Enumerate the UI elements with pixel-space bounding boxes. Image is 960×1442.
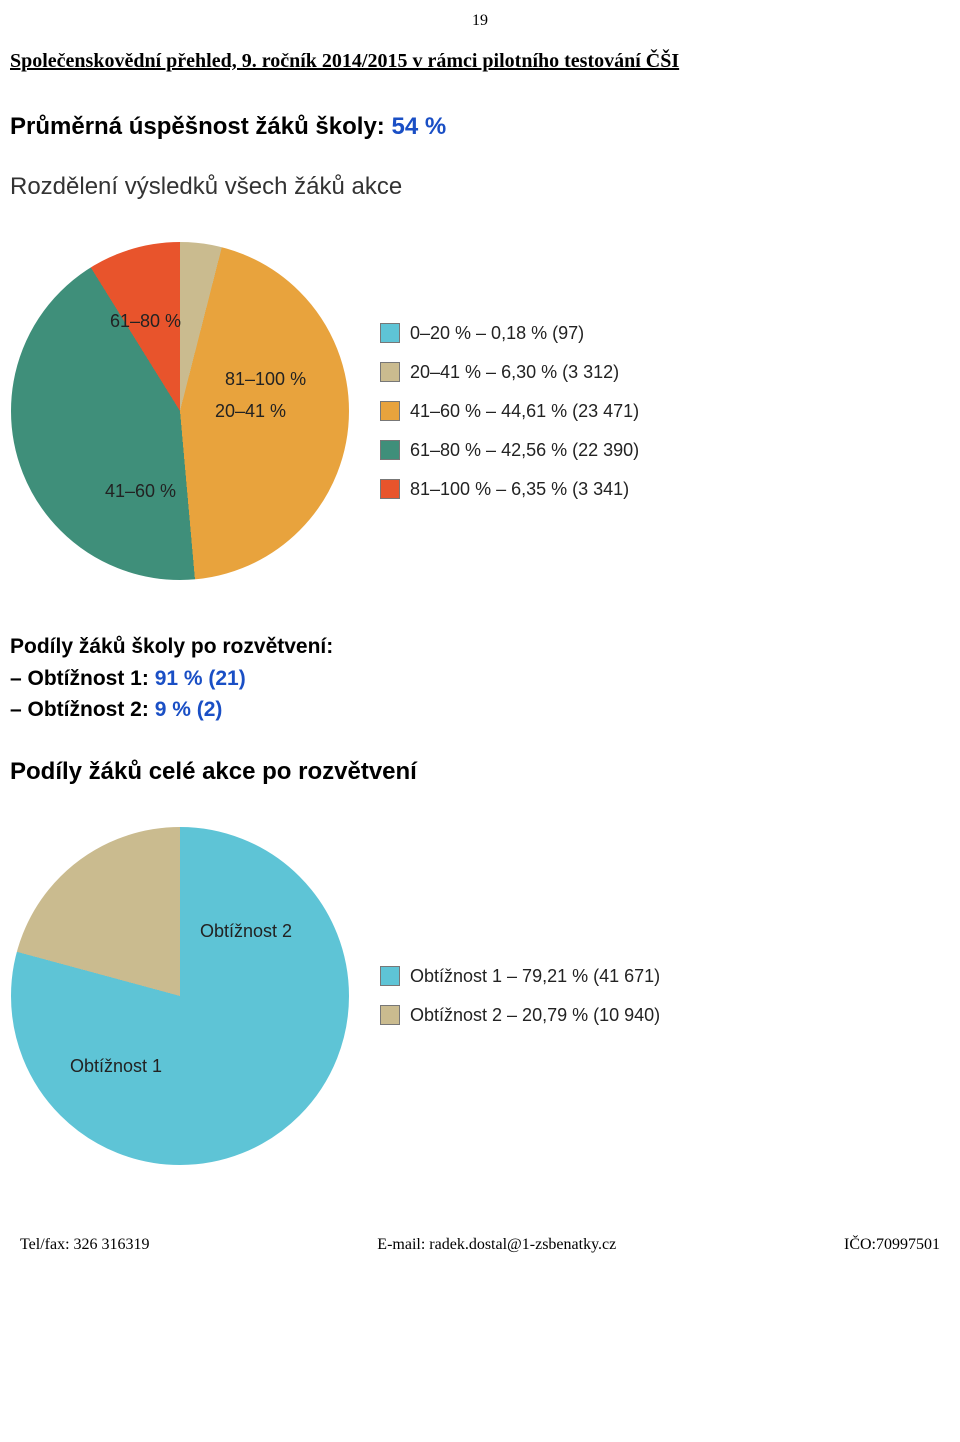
page-footer: Tel/fax: 326 316319 E-mail: radek.dostal… [0,1236,960,1254]
legend-swatch [380,401,400,421]
chart1-pie [10,241,350,581]
heading-distribution: Rozdělení výsledků všech žáků akce [10,173,960,201]
legend-swatch [380,323,400,343]
legend-label: 20–41 % – 6,30 % (3 312) [410,362,619,383]
chart2-pie [10,826,350,1166]
legend-item: 81–100 % – 6,35 % (3 341) [380,479,639,500]
legend-swatch [380,1005,400,1025]
pie-slice-label: Obtížnost 2 [200,921,292,942]
pie-slice-label: Obtížnost 1 [70,1056,162,1077]
ratios-line2-label: – Obtížnost 2: [10,698,149,721]
chart1-pie-wrap: 61–80 % 81–100 % 20–41 % 41–60 % [10,241,350,581]
footer-tel: Tel/fax: 326 316319 [20,1236,150,1254]
legend-label: 0–20 % – 0,18 % (97) [410,323,584,344]
footer-ico: IČO:70997501 [844,1236,940,1254]
legend-label: Obtížnost 1 – 79,21 % (41 671) [410,966,660,987]
ratios-line2-value: 9 % (2) [155,698,223,721]
legend-swatch [380,966,400,986]
legend-item: 20–41 % – 6,30 % (3 312) [380,362,639,383]
ratios-line1-label: – Obtížnost 1: [10,667,149,690]
pie-slice-label: 81–100 % [225,369,306,390]
document-title: Společenskovědní přehled, 9. ročník 2014… [0,30,960,73]
legend-label: 81–100 % – 6,35 % (3 341) [410,479,629,500]
legend-item: Obtížnost 1 – 79,21 % (41 671) [380,966,660,987]
pie-slice-label: 61–80 % [110,311,181,332]
legend-item: 61–80 % – 42,56 % (22 390) [380,440,639,461]
legend-label: Obtížnost 2 – 20,79 % (10 940) [410,1005,660,1026]
page-number: 19 [0,0,960,30]
legend-swatch [380,440,400,460]
chart2-row: Obtížnost 2 Obtížnost 1 Obtížnost 1 – 79,… [10,826,960,1166]
chart1-row: 61–80 % 81–100 % 20–41 % 41–60 % 0–20 % – 0… [10,241,960,581]
heading-action-ratios: Podíly žáků celé akce po rozvětvení [10,758,960,786]
legend-swatch [380,479,400,499]
ratios-line1-value: 91 % (21) [155,667,246,690]
pie-slice-label: 20–41 % [215,401,286,422]
chart2-legend: Obtížnost 1 – 79,21 % (41 671) Obtížnost … [380,966,660,1026]
legend-label: 61–80 % – 42,56 % (22 390) [410,440,639,461]
legend-label: 41–60 % – 44,61 % (23 471) [410,401,639,422]
average-success-label: Průměrná úspěšnost žáků školy: [10,113,385,140]
legend-item: Obtížnost 2 – 20,79 % (10 940) [380,1005,660,1026]
school-ratios-block: Podíly žáků školy po rozvětvení: – Obtíž… [10,631,960,726]
footer-email: E-mail: radek.dostal@1-zsbenatky.cz [377,1236,616,1254]
ratios-title: Podíly žáků školy po rozvětvení: [10,631,960,663]
chart2-pie-wrap: Obtížnost 2 Obtížnost 1 [10,826,350,1166]
pie-slice-label: 41–60 % [105,481,176,502]
average-success-line: Průměrná úspěšnost žáků školy: 54 % [10,113,960,141]
legend-swatch [380,362,400,382]
legend-item: 41–60 % – 44,61 % (23 471) [380,401,639,422]
legend-item: 0–20 % – 0,18 % (97) [380,323,639,344]
average-success-value: 54 % [391,113,446,140]
chart1-legend: 0–20 % – 0,18 % (97) 20–41 % – 6,30 % (3 … [380,323,639,500]
